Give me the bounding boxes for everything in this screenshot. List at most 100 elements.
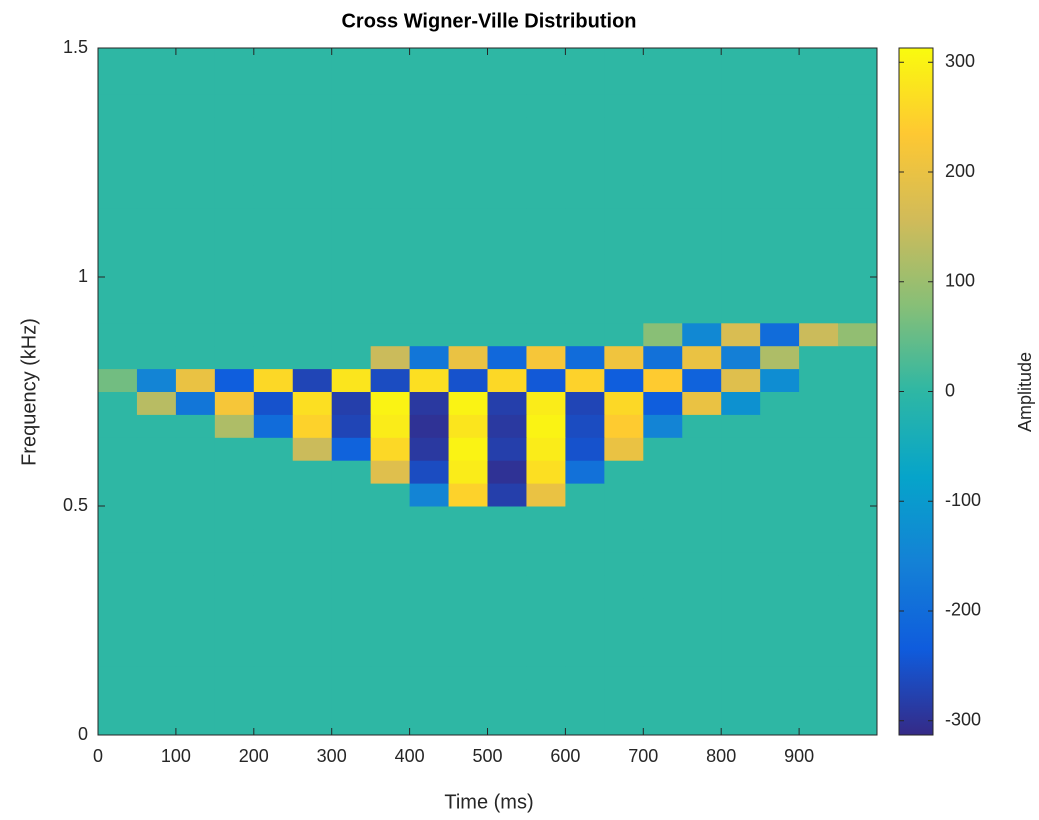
heatmap-cell xyxy=(448,551,488,576)
heatmap-cell xyxy=(565,437,605,461)
heatmap-cell xyxy=(409,643,450,667)
heatmap-cell xyxy=(214,231,255,255)
heatmap-cell xyxy=(838,139,878,163)
heatmap-cell xyxy=(682,460,722,484)
heatmap-cell xyxy=(682,437,722,461)
heatmap-cell xyxy=(253,345,294,370)
heatmap-cell xyxy=(214,483,255,507)
heatmap-cell xyxy=(175,528,216,553)
heatmap-cell xyxy=(292,185,333,209)
heatmap-cell xyxy=(526,620,566,644)
heatmap-cell xyxy=(487,483,527,507)
heatmap-cell xyxy=(604,299,644,324)
heatmap-cell xyxy=(799,322,839,347)
heatmap-cell xyxy=(253,322,294,347)
heatmap-cell xyxy=(838,528,878,553)
heatmap-cell xyxy=(331,689,372,713)
heatmap-cell xyxy=(136,666,177,690)
x-axis-label: Time (ms) xyxy=(444,791,533,813)
heatmap-cell xyxy=(565,162,605,186)
heatmap-cell xyxy=(448,254,488,278)
heatmap-cell xyxy=(175,345,216,370)
heatmap-cell xyxy=(565,574,605,599)
heatmap-cell xyxy=(448,666,488,690)
heatmap-cell xyxy=(292,551,333,576)
heatmap-cell xyxy=(409,689,450,713)
heatmap-cell xyxy=(98,597,138,621)
heatmap-cell xyxy=(292,368,333,392)
heatmap-cell xyxy=(370,437,411,461)
colorbar-tick-label: 300 xyxy=(945,51,975,71)
heatmap-cell xyxy=(175,712,216,736)
heatmap-cell xyxy=(487,254,527,278)
heatmap-cell xyxy=(409,139,450,163)
heatmap-cell xyxy=(682,643,722,667)
heatmap-cell xyxy=(136,437,177,461)
heatmap-cell xyxy=(136,551,177,576)
heatmap-cell xyxy=(331,506,372,530)
heatmap-cell xyxy=(838,322,878,347)
heatmap-cell xyxy=(409,666,450,690)
heatmap-cell xyxy=(331,208,372,232)
heatmap-cell xyxy=(838,345,878,370)
heatmap-cell xyxy=(136,299,177,324)
heatmap-cell xyxy=(136,643,177,667)
heatmap-cell xyxy=(214,689,255,713)
heatmap-cell xyxy=(838,551,878,576)
x-tick-label: 900 xyxy=(784,746,814,766)
heatmap-cell xyxy=(370,70,411,95)
heatmap-cell xyxy=(409,299,450,324)
heatmap-cell xyxy=(331,620,372,644)
heatmap-cell xyxy=(214,528,255,553)
heatmap-cell xyxy=(98,139,138,163)
y-tick-label: 1.5 xyxy=(63,37,88,57)
heatmap-cell xyxy=(136,345,177,370)
heatmap-cell xyxy=(799,460,839,484)
x-tick-label: 100 xyxy=(161,746,191,766)
heatmap-cell xyxy=(487,48,527,72)
heatmap-cell xyxy=(565,139,605,163)
heatmap-cell xyxy=(214,277,255,301)
heatmap-cell xyxy=(760,299,800,324)
heatmap-cell xyxy=(760,322,800,347)
heatmap-cell xyxy=(526,414,566,438)
heatmap-cell xyxy=(214,551,255,576)
heatmap-cell xyxy=(682,254,722,278)
heatmap-cell xyxy=(643,254,683,278)
heatmap-cell xyxy=(682,689,722,713)
heatmap-cell xyxy=(526,528,566,553)
heatmap-cell xyxy=(409,506,450,530)
heatmap-cell xyxy=(487,597,527,621)
heatmap-cell xyxy=(253,391,294,415)
heatmap-cell xyxy=(487,528,527,553)
heatmap-cell xyxy=(799,597,839,621)
heatmap-cell xyxy=(604,414,644,438)
heatmap-cell xyxy=(643,551,683,576)
heatmap-cell xyxy=(136,139,177,163)
heatmap-cell xyxy=(643,48,683,72)
heatmap-cell xyxy=(526,299,566,324)
heatmap-cell xyxy=(604,437,644,461)
heatmap-cell xyxy=(721,231,761,255)
heatmap-cell xyxy=(565,254,605,278)
heatmap-cell xyxy=(214,506,255,530)
heatmap-cell xyxy=(370,48,411,72)
heatmap-cell xyxy=(98,551,138,576)
heatmap-cell xyxy=(487,368,527,392)
heatmap-cell xyxy=(526,460,566,484)
heatmap-cell xyxy=(253,299,294,324)
heatmap-cell xyxy=(760,368,800,392)
heatmap-cell xyxy=(448,231,488,255)
colorbar-tick-label: -300 xyxy=(945,709,981,729)
heatmap-cell xyxy=(487,162,527,186)
heatmap-cell xyxy=(526,345,566,370)
heatmap-cell xyxy=(370,345,411,370)
heatmap-cell xyxy=(799,391,839,415)
heatmap-cell xyxy=(721,299,761,324)
x-tick-label: 200 xyxy=(239,746,269,766)
heatmap-cell xyxy=(760,506,800,530)
heatmap-cell xyxy=(799,299,839,324)
heatmap-cell xyxy=(331,574,372,599)
heatmap-cell xyxy=(409,231,450,255)
